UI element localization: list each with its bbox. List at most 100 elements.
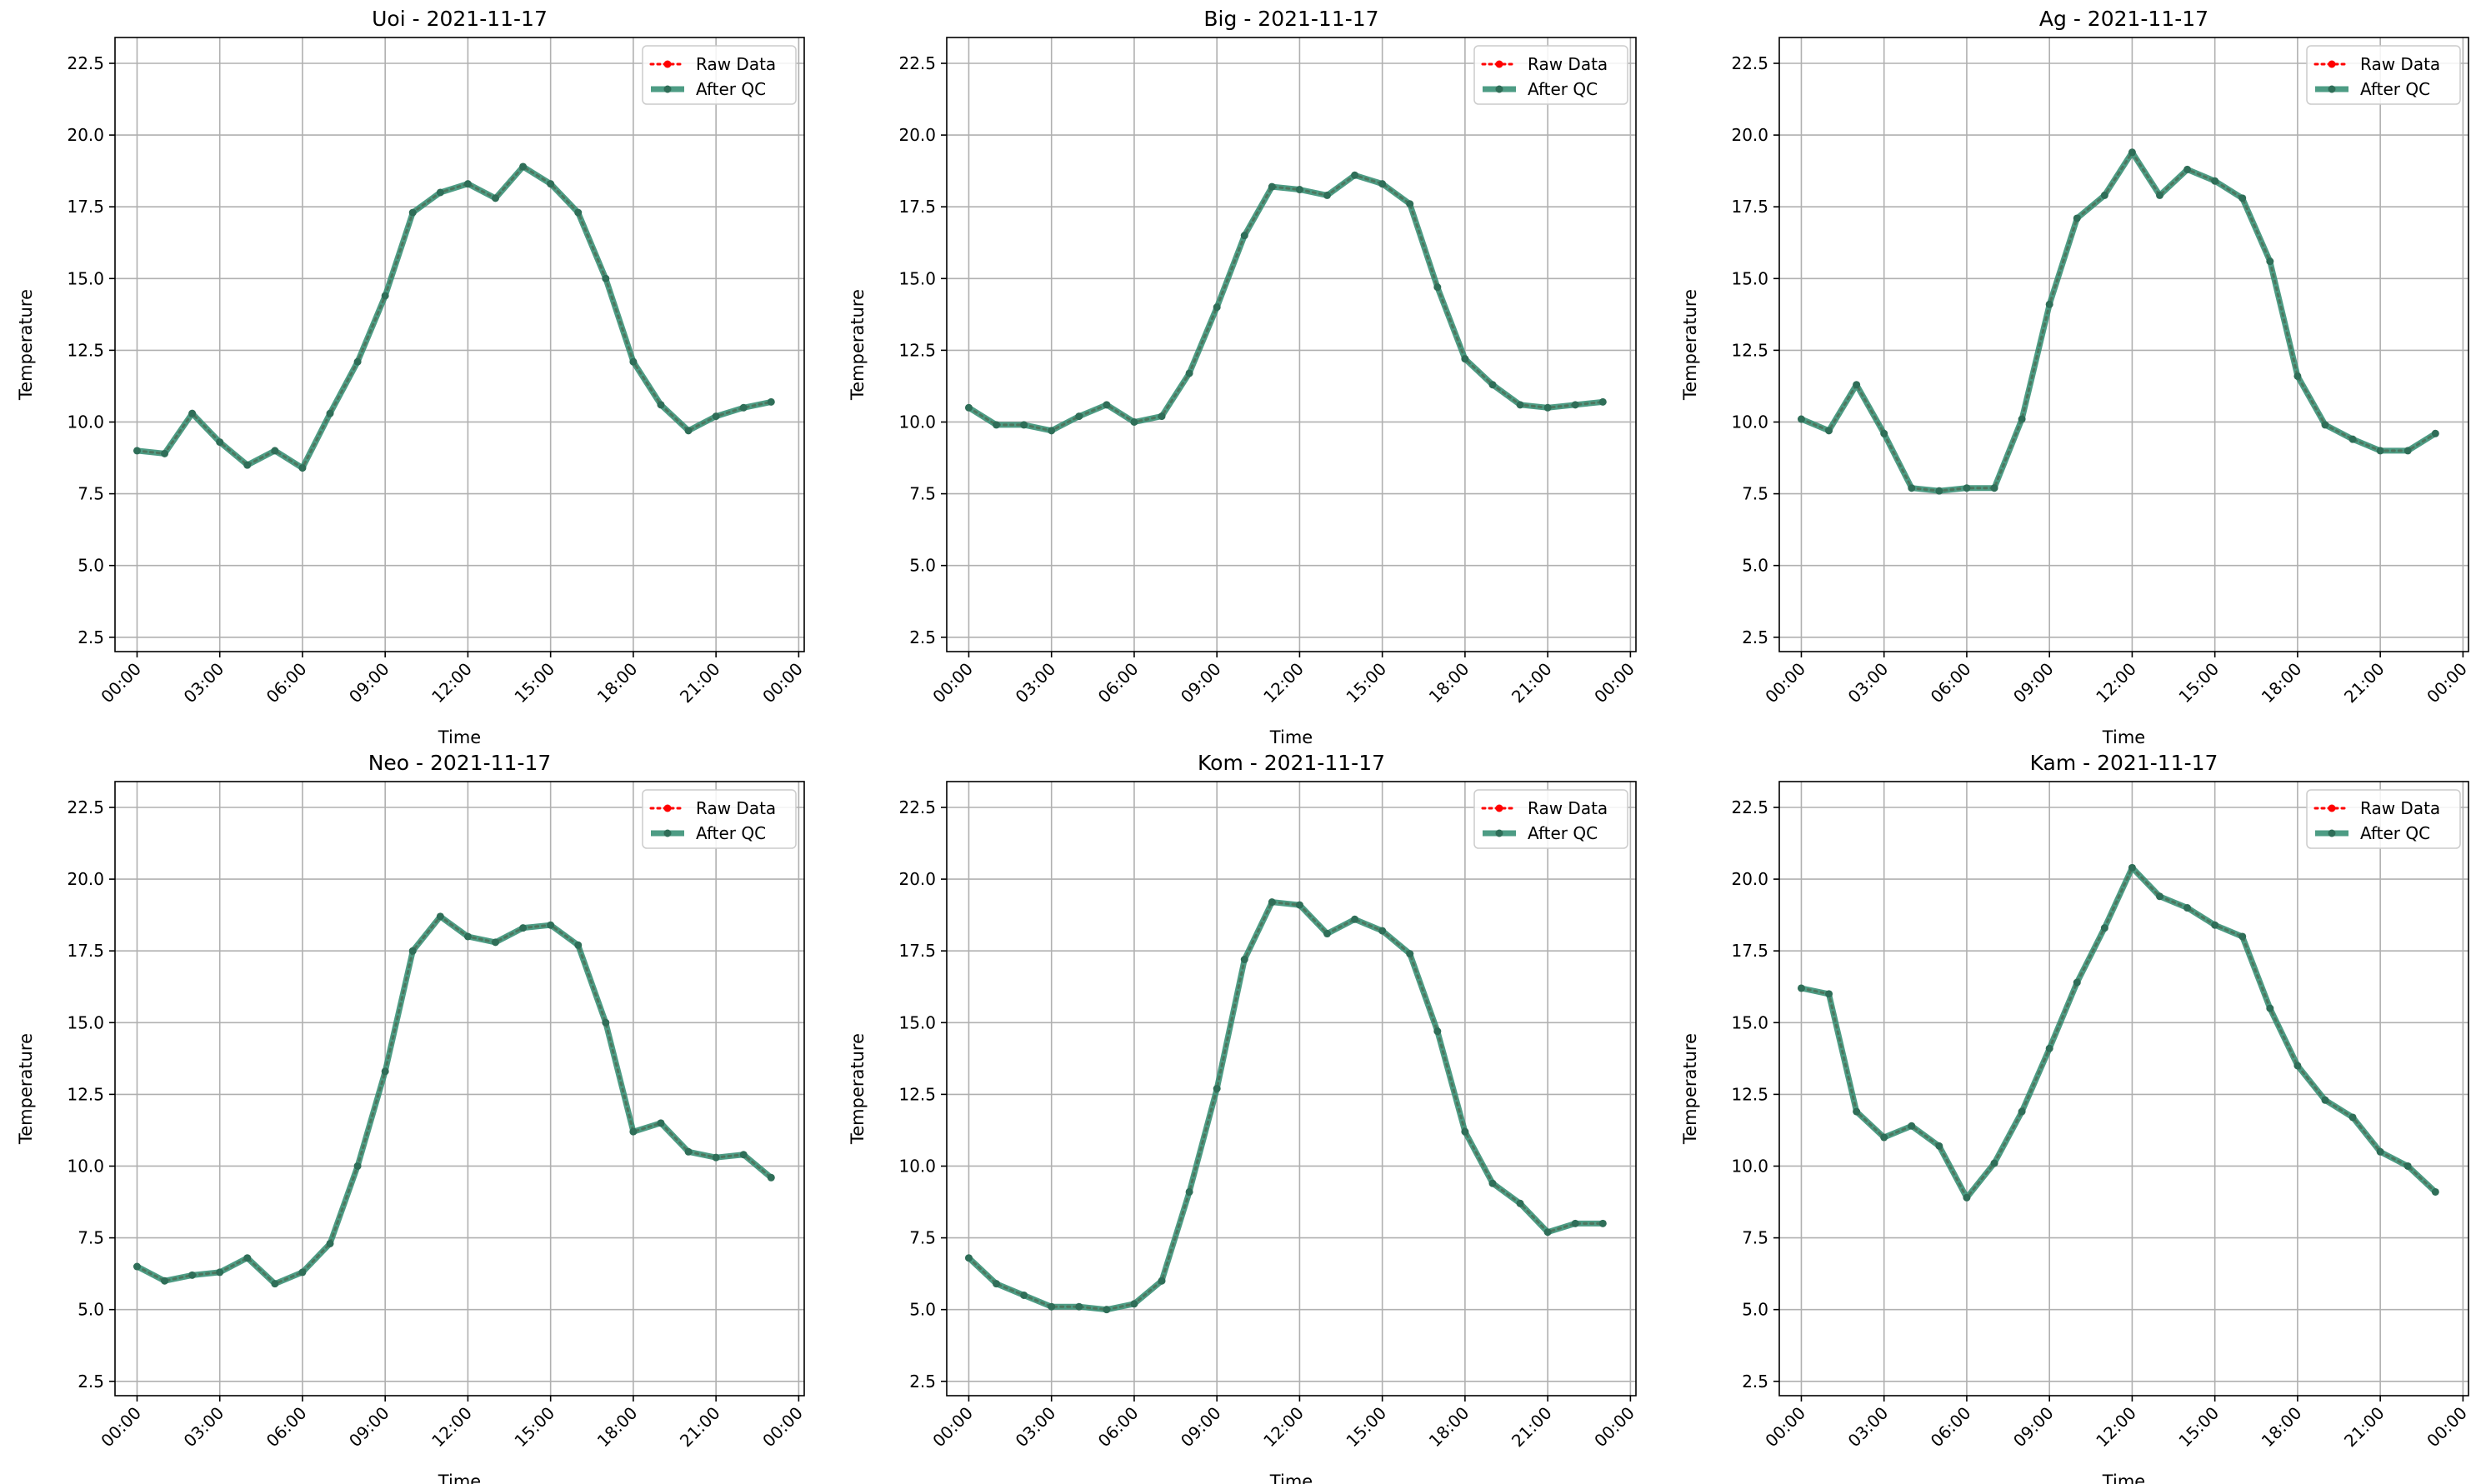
point-after-qc [1598, 397, 1607, 406]
y-tick-label: 15.0 [1731, 1012, 1768, 1032]
point-after-qc [767, 1173, 775, 1182]
y-tick-label: 22.5 [1731, 53, 1768, 73]
legend-marker-raw-data [663, 60, 672, 68]
point-after-qc [1268, 898, 1276, 907]
x-tick-label: 15:00 [510, 1403, 558, 1452]
legend-marker-after-qc [2328, 85, 2336, 93]
y-tick-label: 20.0 [898, 125, 936, 145]
point-after-qc [2183, 165, 2192, 173]
legend-marker-raw-data [2328, 804, 2336, 812]
point-after-qc [547, 921, 555, 929]
y-tick-label: 2.5 [1742, 627, 1768, 647]
x-tick-label: 18:00 [2258, 1403, 2306, 1452]
point-after-qc [2266, 1004, 2274, 1012]
y-tick-label: 20.0 [1731, 125, 1768, 145]
point-after-qc [1240, 956, 1248, 964]
point-after-qc [2211, 177, 2219, 185]
series-line-raw-data [968, 900, 1604, 1312]
y-tick-label: 12.5 [67, 340, 104, 360]
x-tick-label: 18:00 [2258, 659, 2306, 707]
point-after-qc [629, 357, 638, 366]
point-after-qc [216, 1268, 224, 1277]
x-tick-label: 03:00 [180, 659, 228, 707]
y-axis-label: Temperature [1680, 1033, 1700, 1145]
point-after-qc [739, 403, 748, 412]
point-after-qc [2156, 191, 2164, 199]
x-tick-label: 06:00 [1927, 659, 1975, 707]
y-tick-label: 22.5 [898, 797, 936, 817]
point-after-qc [657, 401, 665, 409]
y-tick-label: 17.5 [67, 197, 104, 217]
point-after-qc [1323, 191, 1332, 199]
chart-title: Big - 2021-11-17 [1203, 7, 1378, 31]
point-after-qc [1295, 901, 1303, 909]
point-after-qc [2073, 214, 2081, 222]
x-tick-label: 06:00 [1094, 659, 1143, 707]
point-after-qc [1571, 401, 1579, 409]
point-after-qc [1295, 186, 1303, 194]
x-tick-label: 09:00 [2009, 1403, 2058, 1452]
point-after-qc [492, 938, 500, 947]
y-tick-label: 5.0 [1742, 1300, 1768, 1320]
point-after-qc [602, 1018, 610, 1027]
point-after-qc [2348, 435, 2357, 443]
y-tick-label: 7.5 [909, 484, 936, 504]
x-axis-label: Time [1269, 727, 1313, 747]
point-after-qc [1323, 930, 1332, 938]
x-tick-label: 03:00 [180, 1403, 228, 1452]
point-after-qc [1075, 1302, 1083, 1311]
legend: Raw Data After QC [642, 789, 797, 849]
point-after-qc [1378, 927, 1387, 935]
y-tick-label: 10.0 [67, 412, 104, 432]
point-after-qc [1543, 1228, 1552, 1237]
legend-label-raw-data: Raw Data [1528, 798, 1608, 818]
x-tick-label: 15:00 [2174, 659, 2223, 707]
point-after-qc [1853, 381, 1861, 389]
y-tick-label: 10.0 [898, 412, 936, 432]
series-line-after-qc [1800, 864, 2438, 1201]
point-after-qc [1516, 1199, 1524, 1207]
legend-label-after-qc: After QC [1528, 79, 1598, 99]
point-after-qc [1185, 1187, 1193, 1196]
point-after-qc [1158, 1277, 1166, 1285]
point-after-qc [2100, 924, 2108, 932]
legend-marker-after-qc [1495, 85, 1503, 93]
point-after-qc [574, 208, 583, 217]
point-after-qc [326, 409, 334, 417]
point-after-qc [2376, 1147, 2384, 1156]
point-after-qc [1516, 401, 1524, 409]
series-line-raw-data [136, 914, 773, 1286]
point-after-qc [684, 1147, 693, 1156]
x-axis-label: Time [2102, 727, 2145, 747]
point-after-qc [1880, 1133, 1888, 1142]
y-axis-label: Temperature [848, 1033, 868, 1145]
point-after-qc [602, 274, 610, 282]
point-after-qc [1908, 484, 1916, 492]
y-tick-label: 12.5 [1731, 340, 1768, 360]
x-tick-label: 03:00 [1012, 659, 1060, 707]
legend-label-after-qc: After QC [1528, 823, 1598, 843]
legend-marker-raw-data [1495, 804, 1503, 812]
point-after-qc [381, 292, 389, 300]
point-after-qc [2431, 429, 2439, 437]
point-after-qc [133, 1262, 141, 1271]
point-after-qc [1185, 369, 1193, 377]
y-tick-label: 17.5 [898, 197, 936, 217]
y-axis-label: Temperature [848, 289, 868, 401]
chart-title: Kom - 2021-11-17 [1198, 751, 1385, 775]
x-tick-label: 18:00 [1425, 659, 1473, 707]
x-tick-label: 18:00 [593, 659, 642, 707]
x-tick-label: 15:00 [510, 659, 558, 707]
legend: Raw Data After QC [1473, 789, 1628, 849]
axes-frame [114, 37, 805, 652]
y-tick-label: 15.0 [67, 268, 104, 288]
axes-frame [946, 37, 1637, 652]
point-after-qc [2293, 372, 2302, 380]
legend-marker-after-qc [663, 85, 672, 93]
subplot-3: 2.5 5.0 7.5 10.0 12.5 15.0 17.5 20.0 22.5 00:00 03… [16, 751, 807, 1484]
point-after-qc [353, 1162, 362, 1170]
x-tick-label: 00:00 [758, 1403, 807, 1452]
x-tick-label: 09:00 [2009, 659, 2058, 707]
y-tick-label: 20.0 [67, 125, 104, 145]
x-tick-label: 12:00 [428, 659, 476, 707]
